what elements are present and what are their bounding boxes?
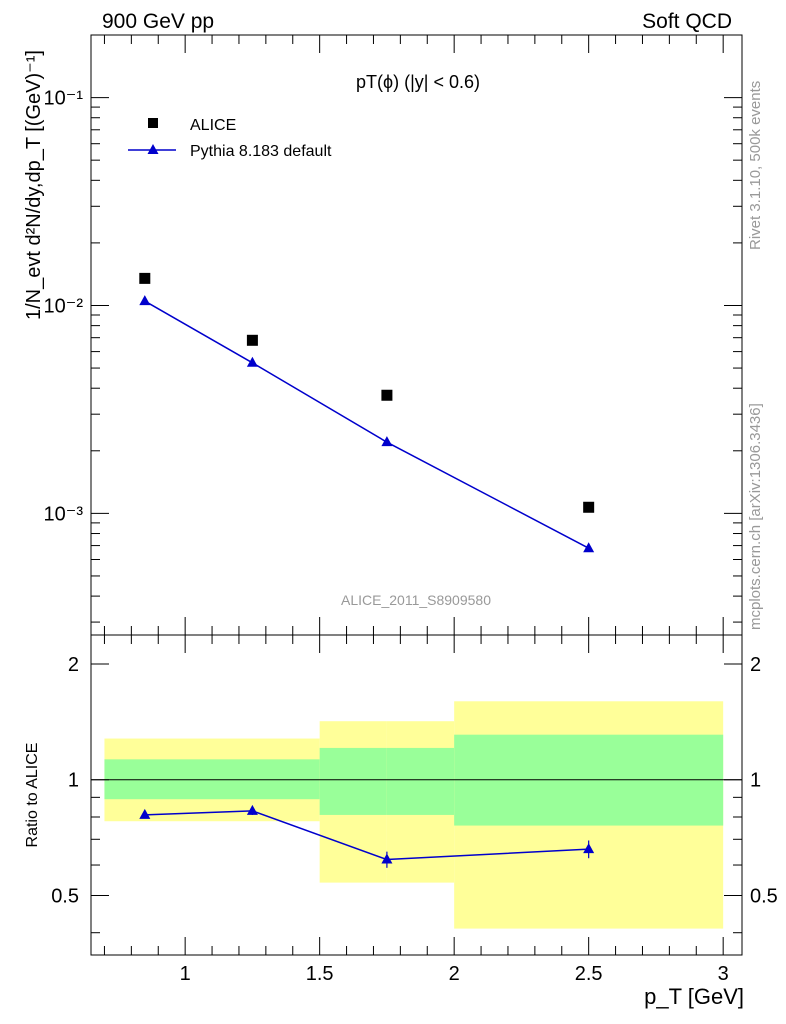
legend-pythia-marker	[147, 144, 159, 154]
legend-alice-label: ALICE	[190, 117, 236, 134]
band-green-1	[319, 747, 387, 815]
alice-point	[246, 334, 258, 346]
main-y-tick-label: 10⁻¹	[44, 88, 84, 110]
main-frame	[90, 34, 743, 636]
alice-point	[381, 389, 393, 401]
ratio-axes: 1 1.5 2 2.5 3 0.5 0.5 1 1 2 2	[51, 634, 778, 985]
x-axis-title: p_T [GeV]	[644, 984, 744, 1009]
ratio-y-axis-title: Ratio to ALICE	[24, 743, 41, 848]
header-right: Soft QCD	[642, 10, 732, 33]
legend-alice-marker	[148, 118, 158, 128]
ratio-point	[246, 804, 258, 815]
legend-pythia-label: Pythia 8.183 default	[190, 143, 332, 160]
ratio-frame	[90, 634, 743, 956]
main-panel: 10⁻³ 10⁻² 10⁻¹ pT(ϕ) (|y| < 0.6) ALICE_201…	[23, 34, 743, 636]
main-y-tick-label: 10⁻³	[44, 503, 84, 525]
pythia-line	[144, 300, 590, 549]
rivet-version-note: Rivet 3.1.10, 500k events	[747, 81, 764, 250]
pythia-point	[246, 356, 258, 367]
alice-point	[583, 501, 595, 513]
main-y-tick-label: 10⁻²	[44, 295, 84, 317]
alice-point	[139, 272, 151, 284]
main-plot-title: pT(ϕ) (|y| < 0.6)	[356, 72, 480, 92]
ratio-point	[583, 843, 595, 854]
x-tick-label: 1	[180, 963, 191, 985]
ratio-y-tick-label-right: 1	[750, 770, 761, 792]
pythia-point	[139, 295, 151, 306]
ratio-y-tick-label-right: 2	[750, 654, 761, 676]
ratio-y-tick-label-right: 0.5	[750, 885, 778, 907]
x-tick-label: 2.5	[575, 963, 603, 985]
ratio-panel: 1 1.5 2 2.5 3 0.5 0.5 1 1 2 2 Ratio to ALICE p_T […	[24, 634, 778, 1009]
ratio-point	[381, 853, 393, 864]
ratio-y-tick-label-left: 0.5	[51, 885, 79, 907]
ratio-line	[144, 810, 589, 861]
pythia-point	[381, 436, 393, 447]
band-green-2	[386, 747, 455, 815]
main-y-axis-title: 1/N_evt d²N/dy,dp_T [(GeV)⁻¹]	[23, 50, 45, 320]
ratio-uncertainty-bands	[104, 701, 724, 929]
mcplots-note: mcplots.cern.ch [arXiv:1306.3436]	[747, 403, 764, 630]
legend: ALICE Pythia 8.183 default	[128, 117, 332, 160]
x-tick-label: 3	[718, 963, 729, 985]
header-left: 900 GeV pp	[102, 10, 214, 33]
ratio-y-tick-label-left: 2	[68, 654, 79, 676]
x-tick-label: 1.5	[306, 963, 334, 985]
pythia-point	[583, 542, 595, 553]
main-data-marks	[139, 272, 595, 553]
ratio-point	[139, 808, 151, 819]
analysis-label: ALICE_2011_S8909580	[341, 592, 491, 608]
x-tick-label: 2	[449, 963, 460, 985]
ratio-data-marks	[91, 779, 742, 868]
ratio-y-tick-label-left: 1	[68, 770, 79, 792]
